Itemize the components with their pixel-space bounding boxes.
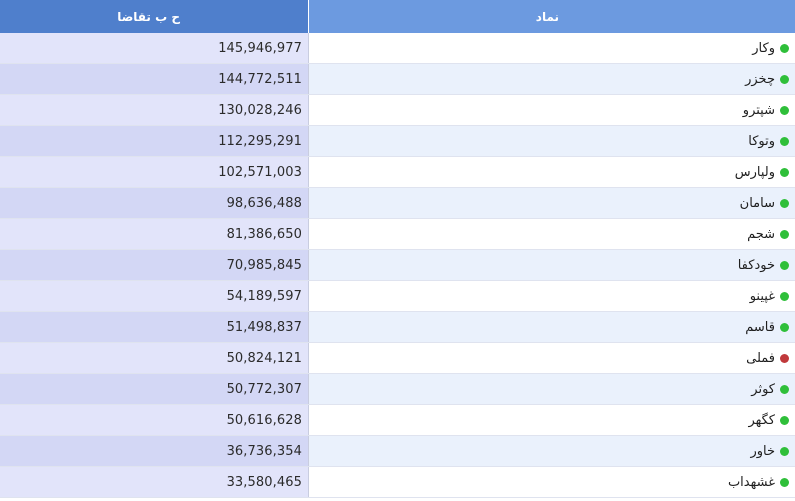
table-row[interactable]: 50,616,628 کگهر	[0, 405, 795, 436]
status-green-dot-icon	[780, 229, 789, 239]
symbol-label[interactable]: کوثر	[751, 381, 775, 397]
status-green-dot-icon	[780, 322, 789, 332]
table-row[interactable]: 102,571,003 ولپارس	[0, 157, 795, 188]
symbol-cell[interactable]: خاور	[309, 436, 795, 466]
table-body: 145,946,977 وکار 144,772,511 چخزر 130,028,24…	[0, 33, 795, 498]
status-green-dot-icon	[780, 384, 789, 394]
table-row[interactable]: 50,824,121 فملی	[0, 343, 795, 374]
table-row[interactable]: 50,772,307 کوثر	[0, 374, 795, 405]
volume-cell: 50,616,628	[0, 405, 309, 435]
header-volume[interactable]: ح ب تقاضا	[0, 0, 309, 33]
symbol-label[interactable]: ولپارس	[734, 164, 775, 180]
symbol-cell[interactable]: خودکفا	[309, 250, 795, 280]
status-green-dot-icon	[780, 167, 789, 177]
volume-cell: 102,571,003	[0, 157, 309, 187]
status-green-dot-icon	[780, 105, 789, 115]
table-row[interactable]: 70,985,845 خودکفا	[0, 250, 795, 281]
volume-cell: 50,824,121	[0, 343, 309, 373]
symbol-label[interactable]: غپینو	[749, 288, 775, 304]
volume-cell: 98,636,488	[0, 188, 309, 218]
symbol-label[interactable]: وتوکا	[748, 133, 775, 149]
volume-cell: 70,985,845	[0, 250, 309, 280]
symbol-label[interactable]: غشهداب	[727, 474, 775, 490]
table-row[interactable]: 145,946,977 وکار	[0, 33, 795, 64]
volume-cell: 50,772,307	[0, 374, 309, 404]
volume-cell: 51,498,837	[0, 312, 309, 342]
symbol-cell[interactable]: کوثر	[309, 374, 795, 404]
symbol-cell[interactable]: شپترو	[309, 95, 795, 125]
symbol-label[interactable]: فملی	[746, 350, 775, 366]
symbol-label[interactable]: کگهر	[748, 412, 775, 428]
status-green-dot-icon	[780, 415, 789, 425]
symbol-label[interactable]: خاور	[750, 443, 775, 459]
symbol-label[interactable]: شجم	[747, 226, 775, 242]
symbol-label[interactable]: وکار	[752, 40, 775, 56]
symbol-cell[interactable]: ولپارس	[309, 157, 795, 187]
status-green-dot-icon	[780, 136, 789, 146]
table-row[interactable]: 98,636,488 سامان	[0, 188, 795, 219]
status-green-dot-icon	[780, 74, 789, 84]
symbol-label[interactable]: قاسم	[745, 319, 775, 335]
volume-cell: 145,946,977	[0, 33, 309, 63]
table-row[interactable]: 36,736,354 خاور	[0, 436, 795, 467]
table-header: ح ب تقاضا نماد	[0, 0, 795, 33]
status-green-dot-icon	[780, 477, 789, 487]
table-row[interactable]: 81,386,650 شجم	[0, 219, 795, 250]
table-row[interactable]: 51,498,837 قاسم	[0, 312, 795, 343]
symbol-cell[interactable]: وتوکا	[309, 126, 795, 156]
status-green-dot-icon	[780, 260, 789, 270]
symbol-cell[interactable]: چخزر	[309, 64, 795, 94]
table-row[interactable]: 144,772,511 چخزر	[0, 64, 795, 95]
symbol-label[interactable]: شپترو	[742, 102, 775, 118]
volume-cell: 130,028,246	[0, 95, 309, 125]
table-row[interactable]: 112,295,291 وتوکا	[0, 126, 795, 157]
status-green-dot-icon	[780, 291, 789, 301]
symbol-label[interactable]: خودکفا	[737, 257, 775, 273]
symbol-cell[interactable]: قاسم	[309, 312, 795, 342]
symbol-cell[interactable]: فملی	[309, 343, 795, 373]
volume-cell: 144,772,511	[0, 64, 309, 94]
symbol-cell[interactable]: شجم	[309, 219, 795, 249]
status-green-dot-icon	[780, 446, 789, 456]
volume-cell: 54,189,597	[0, 281, 309, 311]
symbol-cell[interactable]: غپینو	[309, 281, 795, 311]
volume-cell: 33,580,465	[0, 467, 309, 497]
symbol-cell[interactable]: سامان	[309, 188, 795, 218]
table-row[interactable]: 130,028,246 شپترو	[0, 95, 795, 126]
volume-cell: 112,295,291	[0, 126, 309, 156]
status-green-dot-icon	[780, 198, 789, 208]
symbol-label[interactable]: چخزر	[745, 71, 775, 87]
symbol-cell[interactable]: غشهداب	[309, 467, 795, 497]
volume-cell: 81,386,650	[0, 219, 309, 249]
volume-cell: 36,736,354	[0, 436, 309, 466]
status-red-dot-icon	[780, 353, 789, 363]
table-row[interactable]: 54,189,597 غپینو	[0, 281, 795, 312]
symbol-cell[interactable]: کگهر	[309, 405, 795, 435]
header-symbol[interactable]: نماد	[309, 0, 795, 33]
symbol-label[interactable]: سامان	[739, 195, 775, 211]
status-green-dot-icon	[780, 43, 789, 53]
table-row[interactable]: 33,580,465 غشهداب	[0, 467, 795, 498]
symbol-cell[interactable]: وکار	[309, 33, 795, 63]
